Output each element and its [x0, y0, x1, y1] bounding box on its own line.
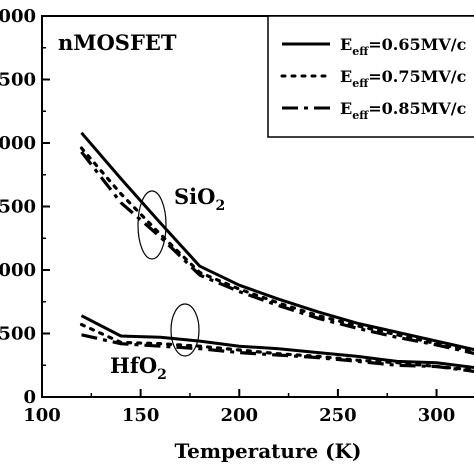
- y-tick-label: 500: [0, 70, 36, 91]
- series-line-sio2-dot: [79, 146, 474, 354]
- x-tick-label: 300: [418, 405, 456, 426]
- x-tick-label: 150: [122, 405, 160, 426]
- axis-ticks: 100 150 200 250 300 0 500 000 500 000 500 000: [0, 6, 455, 426]
- series-lines: [79, 131, 474, 373]
- annotations: SiO2 HfO2: [110, 184, 225, 383]
- hfo2-group-ellipse: [170, 303, 200, 357]
- series-line-sio2-solid: [80, 131, 474, 352]
- x-tick-label: 200: [220, 405, 258, 426]
- legend-label: Eeff=0.65MV/c: [340, 35, 467, 58]
- series-line-hfo2-dashdot: [81, 333, 474, 373]
- legend-label: Eeff=0.85MV/c: [340, 99, 467, 122]
- legend-label: Eeff=0.75MV/c: [340, 67, 467, 90]
- y-tick-label: 000: [0, 6, 36, 27]
- y-tick-label: 000: [0, 133, 36, 154]
- y-tick-label: 500: [0, 324, 36, 345]
- x-tick-label: 100: [23, 405, 61, 426]
- y-tick-label: 500: [0, 197, 36, 218]
- legend: Eeff=0.65MV/c Eeff=0.75MV/c Eeff=0.85MV/c: [267, 15, 474, 138]
- group-label-hfo: HfO2: [110, 353, 167, 383]
- annotation-device: nMOSFET: [58, 30, 177, 55]
- group-label-sio: SiO2: [174, 184, 225, 214]
- y-tick-label: 0: [23, 387, 36, 408]
- x-axis-label: Temperature (K): [175, 439, 362, 463]
- sio2-group-ellipse: [137, 190, 167, 260]
- series-line-hfo2-solid: [80, 314, 474, 370]
- x-tick-label: 250: [319, 405, 357, 426]
- series-line-sio2-dashdot: [80, 150, 474, 355]
- y-tick-label: 000: [0, 260, 36, 281]
